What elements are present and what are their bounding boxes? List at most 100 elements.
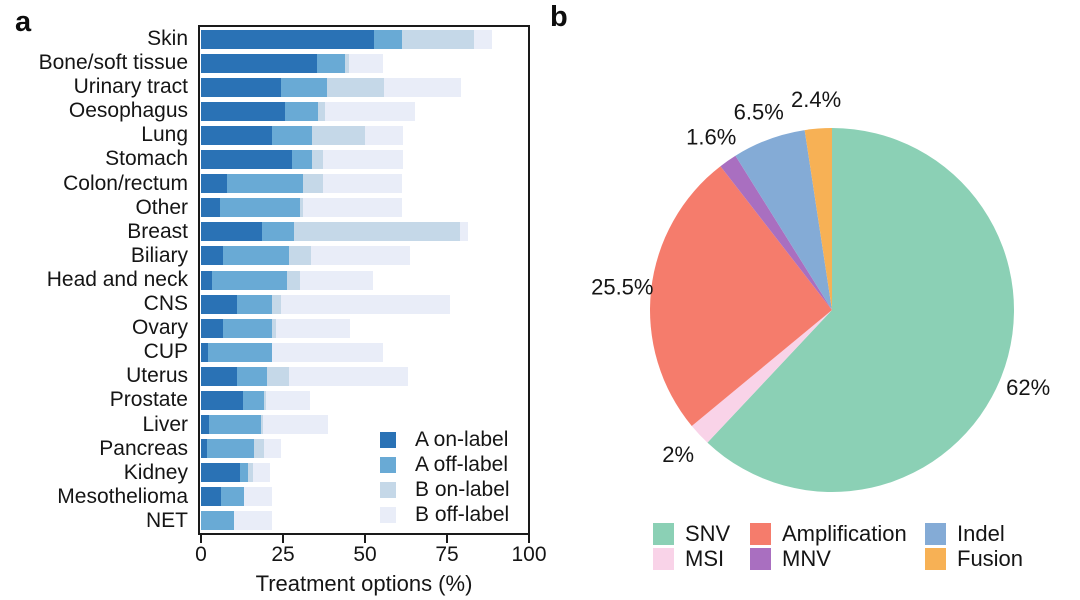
pie-legend-swatch xyxy=(750,523,771,545)
pie-value-label: 2% xyxy=(662,442,694,467)
bar-segment xyxy=(227,174,304,194)
bar-segment xyxy=(326,77,385,97)
pie-slice-mnv xyxy=(720,155,832,310)
bar-segment xyxy=(300,198,304,218)
pie-value-label: 62% xyxy=(1006,375,1050,400)
category-label: NET xyxy=(146,508,188,532)
bar-segment xyxy=(265,390,310,410)
bar-segment xyxy=(272,125,313,145)
bar-row xyxy=(201,318,350,338)
bar-row xyxy=(201,270,373,290)
category-label: Oesophagus xyxy=(68,99,188,123)
pie-legend-label: Amplification xyxy=(782,521,907,546)
bar-segment xyxy=(201,125,273,145)
bar-row xyxy=(201,463,270,483)
pie-slice-snv xyxy=(707,128,1014,492)
category-label: Kidney xyxy=(123,460,188,484)
pie-legend-label: MSI xyxy=(685,546,725,571)
category-label: Prostate xyxy=(109,388,188,412)
bar-legend-swatch xyxy=(380,481,396,498)
bar-row xyxy=(201,222,469,242)
pie-value-label: 1.6% xyxy=(686,125,736,150)
x-tick xyxy=(200,535,202,543)
bar-segment xyxy=(272,294,281,314)
bar-segment xyxy=(318,101,325,121)
bar-segment xyxy=(201,318,224,338)
bar-segment xyxy=(234,511,272,531)
bar-segment xyxy=(460,222,469,242)
bar-segment xyxy=(221,487,245,507)
bar-segment xyxy=(260,415,264,435)
category-label: Other xyxy=(135,195,188,219)
bar-segment xyxy=(289,246,311,266)
bar-segment xyxy=(310,246,410,266)
bar-row xyxy=(201,174,402,194)
bar-row xyxy=(201,511,272,531)
bar-segment xyxy=(223,246,290,266)
bar-row xyxy=(201,198,402,218)
bar-legend-label: A on-label xyxy=(415,427,509,451)
pie-legend-item: Indel xyxy=(925,523,1005,545)
pie-chart: 62% 2% 25.5% 1.6%6.5% 2.4% xyxy=(591,87,1050,492)
pie-legend-label: Fusion xyxy=(957,546,1024,571)
bar-segment xyxy=(201,29,374,49)
category-label: Colon/rectum xyxy=(63,171,188,195)
bar-row xyxy=(201,125,404,145)
pie-legend-label: MNV xyxy=(782,546,831,571)
bar-segment xyxy=(303,198,402,218)
x-tick-label: 75 xyxy=(435,543,459,566)
bar-segment xyxy=(201,222,262,242)
bar-legend-label: B off-label xyxy=(415,502,510,526)
pie-legend-swatch xyxy=(925,548,946,570)
pie-value-label: 25.5% xyxy=(591,274,653,299)
pie-legend-item: MSI xyxy=(653,548,724,570)
bar-segment xyxy=(201,270,212,290)
bar-legend-item: A off-label xyxy=(380,452,510,477)
pie-legend-label: Indel xyxy=(957,521,1005,546)
bar-segment xyxy=(323,174,402,194)
category-label: Uterus xyxy=(126,364,188,388)
bar-segment xyxy=(263,415,329,435)
bar-segment xyxy=(324,101,415,121)
bar-segment xyxy=(294,222,461,242)
bar-row xyxy=(201,246,410,266)
bar-legend-item: B off-label xyxy=(380,502,510,527)
bar-segment xyxy=(201,342,208,362)
bar-legend-item: A on-label xyxy=(380,427,510,452)
bar-segment xyxy=(303,174,324,194)
category-label: CUP xyxy=(143,340,188,364)
bar-segment xyxy=(237,294,273,314)
bar-segment xyxy=(312,150,324,170)
pie-slice-msi xyxy=(691,310,832,443)
bar-segment xyxy=(291,150,313,170)
panel-a-label: a xyxy=(15,6,32,38)
x-tick xyxy=(528,535,530,543)
bar-segment xyxy=(243,390,264,410)
pie-legend-item: Amplification xyxy=(750,523,907,545)
x-tick xyxy=(446,535,448,543)
bar-legend: A on-label A off-label B on-label B off-lab… xyxy=(380,427,510,527)
bar-segment xyxy=(236,366,267,386)
x-tick xyxy=(282,535,284,543)
category-label: Urinary tract xyxy=(73,75,188,99)
bar-segment xyxy=(201,174,228,194)
bar-segment xyxy=(280,294,450,314)
category-label: Stomach xyxy=(105,147,188,171)
bar-segment xyxy=(254,439,264,459)
bar-segment xyxy=(201,77,282,97)
bar-segment xyxy=(244,487,272,507)
bar-legend-swatch xyxy=(380,431,396,448)
x-tick-label: 0 xyxy=(195,543,207,566)
bar-segment xyxy=(248,463,253,483)
category-label: Mesothelioma xyxy=(57,484,188,508)
pie-slice-indel xyxy=(735,130,832,310)
bar-segment xyxy=(300,270,373,290)
pie-legend-item: MNV xyxy=(750,548,831,570)
bar-segment xyxy=(323,150,404,170)
bar-row xyxy=(201,53,384,73)
bar-row xyxy=(201,415,329,435)
bar-segment xyxy=(281,77,327,97)
pie-value-label: 6.5% xyxy=(734,100,784,125)
bar-segment xyxy=(364,125,404,145)
